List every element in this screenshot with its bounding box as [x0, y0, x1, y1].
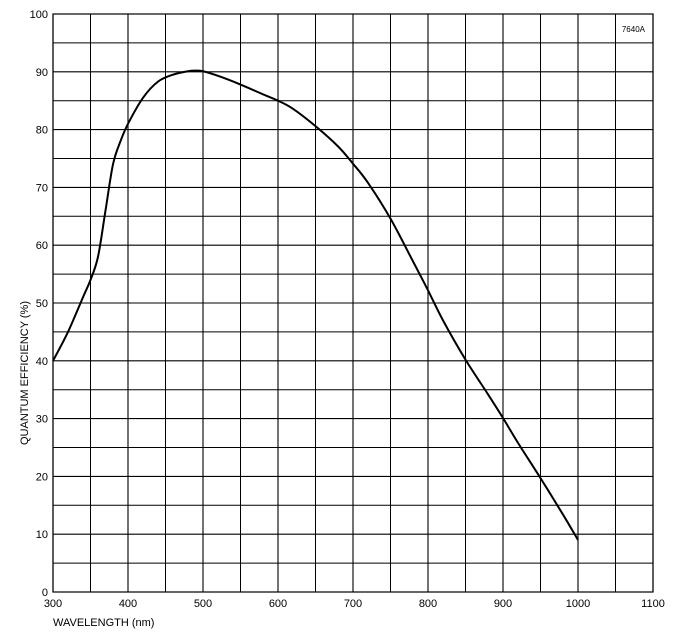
quantum-efficiency-curve	[52, 69, 579, 541]
x-tick-label: 800	[419, 598, 437, 610]
y-tick-label: 0	[42, 587, 48, 599]
y-tick-label: 10	[36, 529, 48, 541]
y-tick-label: 70	[36, 182, 48, 194]
y-tick-label: 40	[36, 356, 48, 368]
x-tick-label: 500	[194, 598, 212, 610]
x-tick-label: 300	[44, 598, 62, 610]
y-tick-label: 90	[36, 67, 48, 79]
y-tick-label: 30	[36, 414, 48, 426]
y-axis-label: QUANTUM EFFICIENCY (%)	[19, 301, 31, 445]
y-tick-labels: 0 10 20 30 40 50 60 70 80 90 100	[30, 9, 48, 599]
x-tick-labels: 300 400 500 600 700 800 900 1000 1100	[44, 598, 665, 610]
chart-annotation: 7640A	[622, 25, 646, 34]
plot-frame	[52, 13, 654, 593]
x-tick-label: 600	[269, 598, 287, 610]
y-tick-label: 80	[36, 125, 48, 137]
x-tick-label: 400	[119, 598, 137, 610]
y-tick-label: 100	[30, 9, 48, 21]
x-tick-label: 1100	[641, 598, 665, 610]
x-tick-label: 1000	[566, 598, 590, 610]
y-tick-label: 60	[36, 240, 48, 252]
y-tick-label: 50	[36, 298, 48, 310]
x-axis-label: WAVELENGTH (nm)	[53, 617, 154, 629]
y-tick-label: 20	[36, 471, 48, 483]
x-tick-label: 700	[344, 598, 362, 610]
x-tick-label: 900	[494, 598, 512, 610]
